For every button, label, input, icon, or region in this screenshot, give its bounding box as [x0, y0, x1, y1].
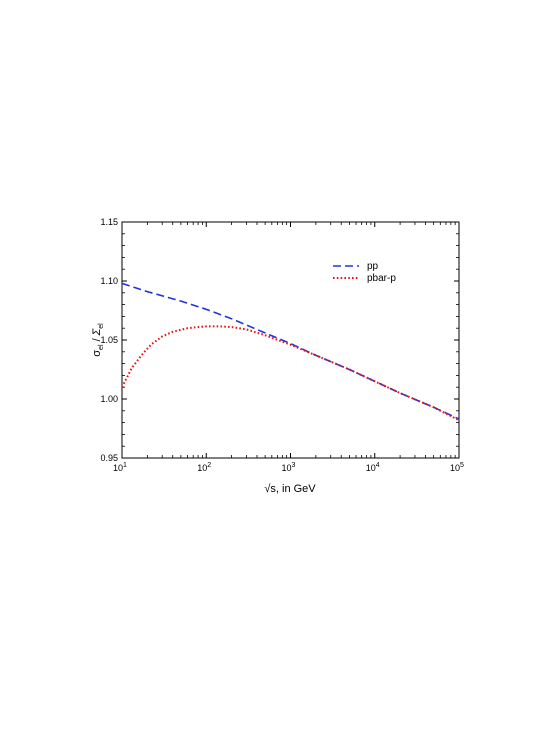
x-tick-label: 102: [197, 462, 211, 473]
y-tick-label: 1.05: [100, 335, 118, 345]
y-label-Sigma: Σ: [91, 328, 103, 336]
x-tick-label: 101: [113, 462, 127, 473]
y-tick-label: 1.15: [100, 217, 118, 227]
x-tick-label: 105: [450, 462, 464, 473]
y-tick-label: 1.10: [100, 276, 118, 286]
y-axis-label: σel / Σel: [91, 323, 105, 357]
y-tick-label: 0.95: [100, 453, 118, 463]
legend-label: pbar-p: [367, 273, 396, 284]
series-line-pp: [121, 282, 460, 420]
y-axis-ticks: 0.95 1.00 1.05 1.10 1.15: [100, 217, 459, 463]
y-label-Sigma-sub: el: [98, 323, 105, 329]
series-layer: [121, 282, 460, 422]
x-axis-ticks: 101 102 103 104 105: [113, 222, 464, 473]
x-axis-label: √s, in GeV: [264, 483, 316, 495]
legend-label: pp: [367, 261, 379, 272]
x-tick-label: 104: [366, 462, 380, 473]
plot-frame: [121, 221, 460, 459]
series-line-pbar-p: [121, 325, 460, 422]
y-label-sigma: σ: [91, 350, 103, 357]
y-tick-label: 1.00: [100, 394, 118, 404]
x-tick-label: 103: [282, 462, 296, 473]
y-label-sep: /: [91, 335, 103, 344]
y-label-sigma-sub: el: [98, 344, 105, 350]
